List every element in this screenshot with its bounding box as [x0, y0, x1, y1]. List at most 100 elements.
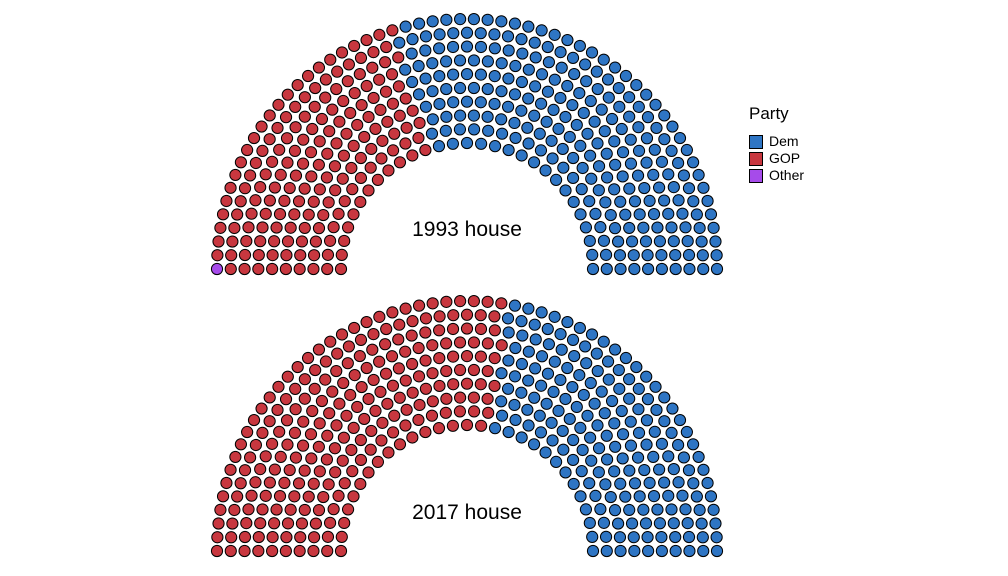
seat-dem [575, 465, 588, 478]
seat-dem [682, 464, 696, 477]
chart-label-1993: 1993 house [412, 218, 522, 241]
seat-dem [665, 144, 678, 157]
seat-dem [614, 195, 627, 208]
seat-dem [515, 357, 529, 371]
seat-dem [651, 221, 664, 234]
seat-dem [559, 392, 572, 406]
seat-dem [653, 235, 667, 248]
seat-gop [412, 299, 426, 312]
seat-gop [358, 412, 371, 426]
seat-gop [301, 69, 315, 83]
seat-gop [453, 363, 467, 377]
seat-gop [453, 336, 467, 349]
seat-gop [400, 403, 413, 416]
seat-gop [272, 98, 285, 111]
seat-gop [321, 147, 334, 160]
seat-dem [658, 476, 671, 489]
seat-gop [281, 438, 294, 451]
seat-dem [662, 450, 675, 463]
seat-dem [405, 47, 418, 60]
seat-gop [488, 379, 501, 393]
seat-dem [609, 440, 622, 453]
seat-dem [579, 221, 593, 234]
seat-dem [545, 416, 558, 429]
seat-dem [662, 168, 675, 181]
seat-dem [481, 13, 494, 26]
seat-dem [556, 142, 569, 156]
seat-dem [624, 157, 638, 170]
seat-dem [521, 403, 534, 416]
seat-gop [488, 351, 501, 365]
seat-dem [412, 17, 426, 30]
seat-dem [502, 44, 515, 57]
seat-dem [433, 97, 446, 111]
chart-label-2017: 2017 house [412, 501, 522, 524]
seat-gop [307, 544, 320, 558]
seat-dem [667, 181, 680, 194]
seat-dem [419, 100, 433, 113]
seat-dem [577, 106, 590, 120]
seat-dem [535, 68, 549, 81]
seat-dem [658, 194, 671, 207]
seat-gop [364, 443, 377, 456]
seat-gop [454, 391, 467, 404]
seat-dem [590, 65, 603, 78]
seat-dem [608, 343, 622, 356]
seat-gop [238, 544, 251, 558]
seat-dem [534, 379, 548, 392]
seat-gop [347, 139, 360, 152]
seat-gop [426, 395, 439, 408]
seat-dem [545, 134, 558, 147]
seat-dem [534, 426, 548, 439]
seat-gop [263, 415, 276, 428]
seat-dem [554, 91, 567, 105]
seat-dem [655, 249, 668, 262]
seat-gop [289, 403, 302, 416]
seat-gop [327, 503, 340, 516]
seat-dem [585, 46, 599, 59]
seat-dem [542, 338, 555, 351]
seat-gop [291, 360, 304, 374]
seat-gop [392, 333, 405, 346]
seat-dem [695, 517, 708, 530]
seat-gop [335, 46, 349, 59]
seat-dem [508, 17, 522, 30]
seat-dem [597, 335, 610, 348]
seat-dem [598, 125, 611, 138]
seat-dem [682, 182, 696, 195]
seat-dem [554, 373, 567, 387]
seat-gop [360, 315, 373, 329]
seat-gop [399, 137, 412, 150]
seat-gop [393, 438, 407, 451]
seat-gop [354, 151, 367, 165]
seat-gop [263, 133, 276, 146]
seat-gop [362, 184, 375, 197]
seat-dem [432, 140, 446, 153]
seat-gop [302, 208, 315, 221]
seat-dem [501, 312, 515, 325]
seat-gop [281, 370, 294, 383]
seat-dem [584, 149, 597, 162]
seat-dem [566, 171, 580, 185]
seat-dem [570, 118, 583, 132]
seat-dem [641, 531, 654, 544]
seat-gop [488, 324, 501, 337]
seat-dem [627, 531, 640, 544]
seat-dem [508, 116, 521, 130]
seat-dem [628, 195, 642, 208]
seat-gop [334, 262, 348, 276]
seat-dem [488, 28, 501, 41]
seat-gop [288, 208, 301, 221]
seat-gop [369, 404, 382, 418]
seat-gop [231, 208, 244, 221]
seat-gop [399, 302, 412, 315]
seat-dem [687, 195, 700, 208]
seat-dem [561, 79, 574, 93]
seat-dem [693, 503, 706, 517]
seat-gop [333, 115, 346, 128]
seat-gop [385, 350, 399, 363]
seat-gop [247, 131, 261, 145]
seat-gop [426, 339, 439, 352]
seat-dem [548, 310, 561, 323]
legend-item-dem: Dem [749, 133, 859, 150]
